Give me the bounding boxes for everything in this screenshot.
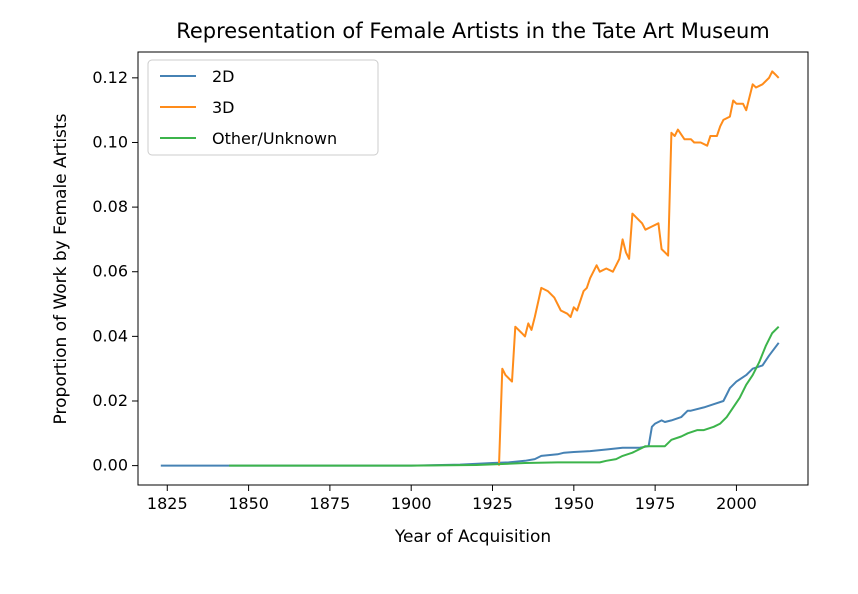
series-line-3d bbox=[498, 70, 780, 466]
x-tick-label: 1975 bbox=[635, 494, 676, 513]
x-tick-label: 1850 bbox=[228, 494, 269, 513]
plot-area bbox=[160, 70, 780, 467]
x-tick-label: 2000 bbox=[716, 494, 757, 513]
chart-title: Representation of Female Artists in the … bbox=[176, 19, 770, 43]
x-tick-label: 1875 bbox=[310, 494, 351, 513]
y-tick-label: 0.06 bbox=[92, 262, 128, 281]
x-tick-label: 1825 bbox=[147, 494, 188, 513]
y-tick-label: 0.00 bbox=[92, 456, 128, 475]
y-axis-label: Proportion of Work by Female Artists bbox=[51, 113, 71, 424]
legend-label-other-unknown: Other/Unknown bbox=[212, 129, 337, 148]
series-line-other-unknown bbox=[229, 325, 780, 467]
y-tick-label: 0.10 bbox=[92, 132, 128, 151]
legend-label-3d: 3D bbox=[212, 98, 235, 117]
x-axis-label: Year of Acquisition bbox=[394, 527, 551, 547]
axis-ticks: 1825 1850 1875 1900 1925 1950 1975 2000 0.00 0.02… bbox=[92, 68, 756, 513]
series-line-2d bbox=[160, 342, 780, 467]
y-tick-label: 0.02 bbox=[92, 391, 128, 410]
y-tick-label: 0.12 bbox=[92, 68, 128, 87]
plot-frame bbox=[137, 51, 809, 486]
x-tick-label: 1925 bbox=[472, 494, 513, 513]
legend: 2D 3D Other/Unknown bbox=[147, 59, 379, 156]
y-tick-label: 0.04 bbox=[92, 326, 128, 345]
y-tick-label: 0.08 bbox=[92, 197, 128, 216]
legend-label-2d: 2D bbox=[212, 67, 235, 86]
legend-box bbox=[147, 59, 379, 156]
x-tick-label: 1900 bbox=[391, 494, 432, 513]
x-tick-label: 1950 bbox=[553, 494, 594, 513]
